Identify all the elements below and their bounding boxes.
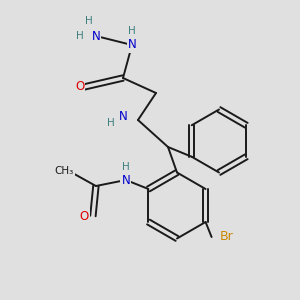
Text: O: O [75, 80, 84, 94]
Text: N: N [128, 38, 136, 52]
Text: H: H [107, 118, 115, 128]
Text: Br: Br [220, 230, 233, 244]
Text: N: N [92, 29, 100, 43]
Text: H: H [122, 161, 130, 172]
Text: H: H [85, 16, 92, 26]
Text: N: N [122, 173, 130, 187]
Text: H: H [128, 26, 136, 37]
Text: N: N [118, 110, 127, 124]
Text: O: O [79, 209, 88, 223]
Text: H: H [76, 31, 83, 41]
Text: CH₃: CH₃ [55, 166, 74, 176]
